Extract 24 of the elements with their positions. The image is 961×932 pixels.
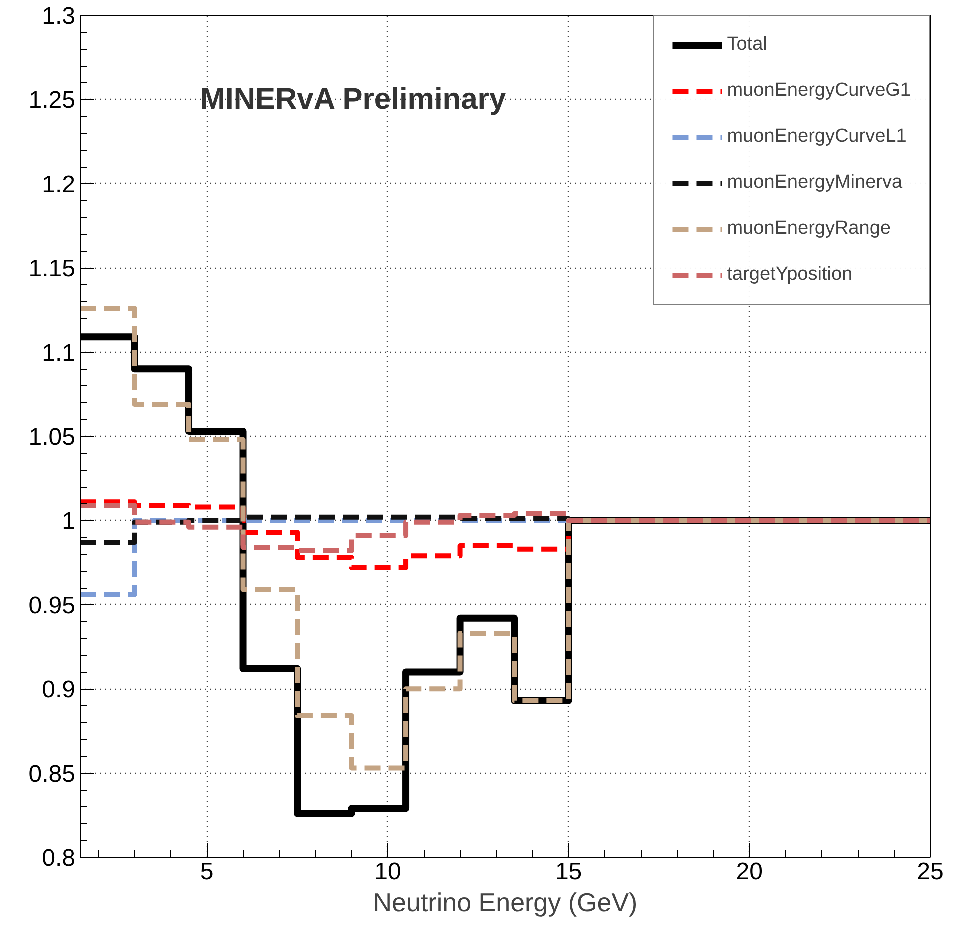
x-tick-label: 20 [736, 858, 764, 886]
legend-label: targetYposition [727, 264, 853, 286]
x-tick-label: 5 [200, 858, 214, 886]
x-tick-label: 25 [917, 858, 944, 886]
y-tick-label: 1 [62, 508, 76, 536]
y-tick-label: 0.9 [42, 676, 76, 704]
y-tick-label: 0.95 [28, 592, 76, 620]
legend-label: muonEnergyMinerva [727, 172, 903, 194]
y-tick-label: 0.85 [28, 760, 76, 788]
legend-label: muonEnergyCurveL1 [727, 126, 907, 148]
y-tick-label: 1.1 [42, 340, 76, 367]
legend-label: muonEnergyCurveG1 [727, 80, 911, 102]
y-tick-label: 1.3 [42, 3, 76, 30]
x-tick-label: 15 [555, 858, 582, 886]
x-axis-title: Neutrino Energy (GeV) [373, 888, 638, 918]
legend-label: muonEnergyRange [727, 218, 891, 240]
y-tick-label: 1.25 [28, 87, 76, 114]
y-tick-label: 1.15 [28, 256, 76, 283]
y-tick-label: 1.2 [42, 171, 76, 198]
x-tick-label: 10 [374, 858, 402, 886]
legend-label: Total [727, 34, 768, 56]
annotation: MINERvA Preliminary [200, 83, 506, 116]
y-tick-label: 0.8 [42, 845, 76, 872]
y-tick-label: 1.05 [28, 424, 76, 451]
